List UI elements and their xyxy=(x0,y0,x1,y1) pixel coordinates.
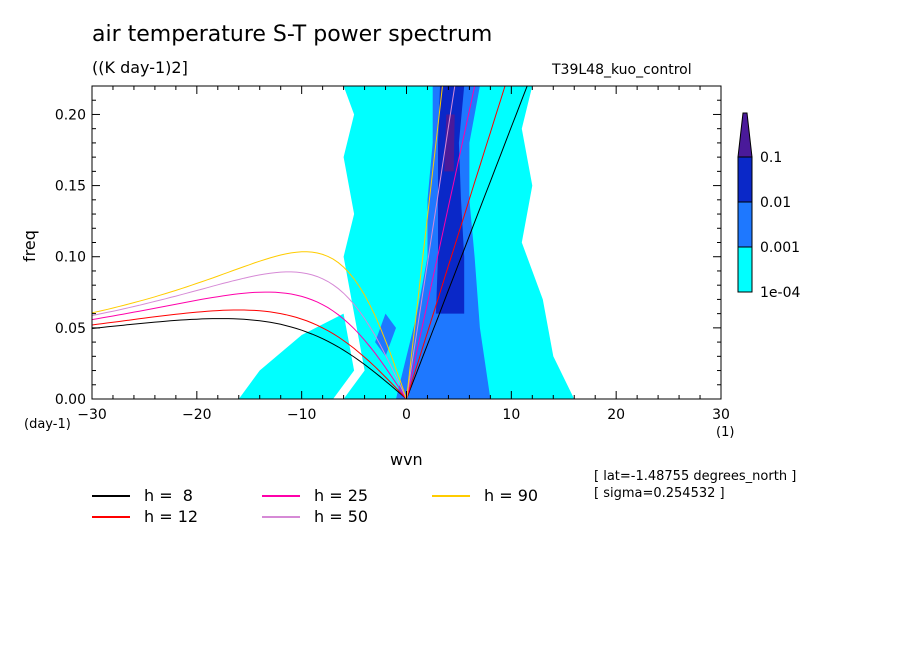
rossby-curve-h12 xyxy=(92,309,407,399)
x-tick-label-4: 10 xyxy=(502,407,520,423)
legend-label: h = 25 xyxy=(314,486,369,505)
legend-item: h = 50 xyxy=(262,507,368,526)
y-tick-label-1: 0.05 xyxy=(55,321,86,337)
legend-label: h = 12 xyxy=(144,507,199,526)
chart-title: air temperature S-T power spectrum xyxy=(92,22,493,47)
rossby-curve-h8 xyxy=(92,318,407,399)
y-tick-label-2: 0.10 xyxy=(55,250,86,266)
legend-label: h = 90 xyxy=(484,486,539,505)
kelvin-curve-h8 xyxy=(406,86,528,399)
y-unit-label: (day-1) xyxy=(24,417,71,432)
colorbar-label-2: 0.01 xyxy=(760,195,791,211)
contour-region-5 xyxy=(444,114,455,172)
colorbar-segment-1 xyxy=(737,201,753,248)
rossby-curve-h25 xyxy=(92,291,407,399)
x-tick-label-6: 30 xyxy=(712,407,730,423)
legend-item: h = 12 xyxy=(92,507,198,526)
x-axis-label: wvn xyxy=(390,450,423,469)
rossby-curve-h90 xyxy=(92,251,407,399)
x-tick-label-3: 0 xyxy=(402,407,411,423)
y-tick-label-4: 0.20 xyxy=(55,107,86,123)
legend-item: h = 8 xyxy=(92,486,193,505)
colorbar-label-1: 0.001 xyxy=(760,240,800,256)
legend-label: h = 50 xyxy=(314,507,369,526)
colorbar-label-0: 1e-04 xyxy=(760,285,800,301)
latitude-info: [ lat=-1.48755 degrees_north ] xyxy=(594,469,797,484)
x-tick-label-2: −10 xyxy=(287,407,317,423)
legend-label: h = 8 xyxy=(144,486,193,505)
colorbar-segment-0 xyxy=(737,246,753,293)
sigma-info: [ sigma=0.254532 ] xyxy=(594,486,725,501)
legend-swatch xyxy=(262,494,300,497)
legend-item: h = 90 xyxy=(432,486,538,505)
x-tick-label-5: 20 xyxy=(607,407,625,423)
kelvin-curve-h12 xyxy=(406,86,506,399)
rossby-curve-h50 xyxy=(92,271,407,399)
y-tick-label-0: 0.00 xyxy=(55,392,86,408)
legend-swatch xyxy=(432,494,470,497)
legend-swatch xyxy=(92,494,130,497)
colorbar-extension-arrow xyxy=(737,112,753,158)
colorbar-segment-2 xyxy=(737,156,753,203)
contour-region-1 xyxy=(238,313,355,399)
x-tick-label-1: −20 xyxy=(182,407,212,423)
legend-swatch xyxy=(92,515,130,518)
legend-item: h = 25 xyxy=(262,486,368,505)
y-tick-label-3: 0.15 xyxy=(55,179,86,195)
colorbar-label-3: 0.1 xyxy=(760,150,782,166)
x-tick-label-0: −30 xyxy=(77,407,107,423)
units-label: ((K day-1)2] xyxy=(92,58,188,77)
legend-swatch xyxy=(262,515,300,518)
run-label: T39L48_kuo_control xyxy=(552,62,692,78)
x-unit-label: (1) xyxy=(716,425,735,440)
kelvin-curve-h25 xyxy=(406,86,476,399)
